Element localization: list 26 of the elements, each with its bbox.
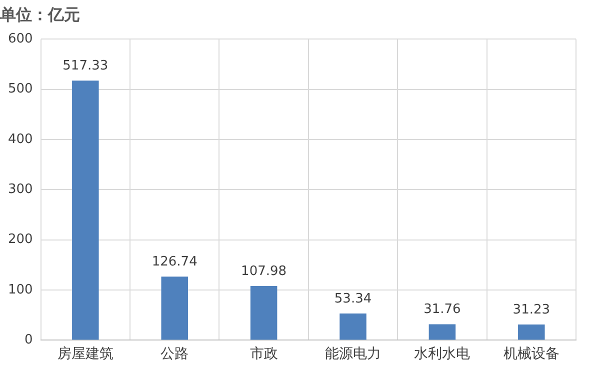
x-tick-label: 能源电力 [325, 346, 382, 362]
data-label: 53.34 [334, 291, 372, 306]
data-label: 126.74 [152, 254, 198, 270]
bar [518, 324, 545, 340]
data-label: 31.76 [424, 302, 461, 318]
data-label: 31.23 [512, 302, 550, 318]
y-tick-label: 0 [24, 332, 33, 348]
x-tick-label: 水利水电 [414, 346, 470, 362]
data-label: 517.33 [62, 58, 108, 74]
x-tick-label: 房屋建筑 [57, 346, 114, 362]
bar [428, 324, 456, 340]
data-label: 107.98 [241, 264, 287, 279]
y-tick-label: 200 [8, 232, 33, 248]
y-tick-label: 300 [8, 182, 33, 198]
y-tick-label: 400 [8, 132, 33, 147]
y-tick-label: 500 [8, 82, 33, 97]
bar [161, 276, 188, 340]
bar [250, 286, 278, 340]
y-tick-label: 600 [8, 32, 33, 47]
chart-title: 单位：亿元 [0, 4, 80, 24]
x-tick-label: 市政 [250, 346, 278, 362]
bar [72, 80, 99, 340]
y-tick-label: 100 [8, 282, 33, 298]
x-tick-label: 公路 [160, 346, 189, 362]
bar [340, 313, 366, 340]
x-tick-label: 机械设备 [503, 346, 560, 362]
